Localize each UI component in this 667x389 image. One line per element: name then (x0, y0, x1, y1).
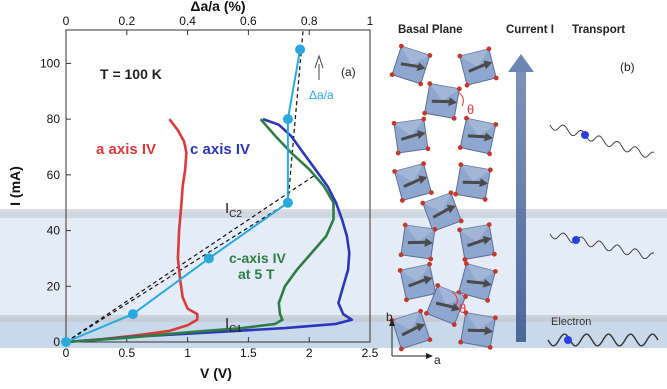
octahedron-unit (453, 162, 493, 202)
lattice-axes-icon (389, 319, 433, 359)
theta-label-top: θ (467, 102, 474, 117)
y-tick-label: 40 (47, 224, 61, 238)
header-transport: Transport (572, 24, 625, 36)
fit-lines (65, 29, 316, 343)
x-axis-ticks: 0 0.5 1 1.5 2 2.5 (63, 337, 379, 360)
octahedron-unit (420, 190, 464, 234)
delta-point (282, 114, 293, 125)
panel-a-chart: 0 0.5 1 1.5 2 2.5 0 0.2 0.4 0.6 0.8 1 0 20 40 60 80 100… (7, 0, 379, 381)
delta-point (127, 309, 138, 320)
series-line-2 (65, 118, 335, 344)
octahedron-unit (422, 81, 462, 121)
top-axis-label: Δa/a (%) (190, 0, 245, 14)
y-axis-ticks: 0 20 40 60 80 100 (40, 56, 71, 349)
delta-point (61, 337, 71, 347)
delta-arrow-icon (314, 54, 324, 80)
current-arrow-icon (508, 54, 534, 342)
theta-arc-top (457, 91, 464, 107)
c-axis-5t-label-line2: at 5 T (238, 266, 275, 282)
header-basal-plane: Basal Plane (398, 24, 463, 36)
electron-waves (547, 124, 659, 347)
theta-label-bottom: θ (459, 301, 466, 316)
top-axis-ticks: 0 0.2 0.4 0.6 0.8 1 (63, 14, 374, 35)
electron-label: Electron (551, 316, 591, 328)
panel-a-label: (a) (341, 65, 356, 79)
delta-curve-label: Δa/a (309, 88, 334, 102)
octahedron-unit (456, 261, 498, 303)
x-axis-label: V (V) (200, 365, 232, 381)
ic1-label: IC1 (225, 315, 242, 335)
series-line-1 (65, 117, 354, 344)
delta-point (282, 197, 293, 208)
octahedron-unit (398, 222, 438, 262)
top-tick-label: 0.6 (240, 14, 257, 28)
x-tick-label: 2.5 (362, 346, 379, 360)
x-tick-label: 2 (306, 346, 313, 360)
electron-wave (549, 124, 655, 158)
electron-wave (547, 333, 659, 347)
fit-line (65, 202, 289, 343)
axis-a-label: a (434, 353, 441, 367)
plot-frame (65, 29, 371, 343)
series-line-0 (65, 118, 199, 344)
theta-arc-bottom (451, 291, 458, 307)
header-current: Current I (506, 24, 554, 36)
series-line-3 (65, 49, 302, 343)
y-tick-label: 60 (47, 168, 61, 182)
octahedra-chain (389, 43, 499, 352)
temperature-annotation: T = 100 K (100, 66, 162, 82)
octahedron-unit (424, 283, 468, 327)
octahedron-unit (458, 310, 498, 350)
x-tick-label: 1.5 (240, 346, 257, 360)
fit-line (287, 29, 304, 203)
electron-dot (564, 336, 572, 344)
octahedron-unit (457, 115, 499, 157)
y-tick-label: 20 (47, 279, 61, 293)
delta-markers (61, 44, 306, 347)
top-tick-label: 0.4 (179, 14, 196, 28)
x-tick-label: 1 (184, 346, 191, 360)
y-tick-label: 0 (53, 335, 60, 349)
y-axis-label: I (mA) (7, 166, 23, 206)
y-tick-label: 100 (40, 56, 60, 70)
electron-dot (572, 236, 580, 244)
electron-dot (581, 131, 589, 139)
c-axis-5t-label-line1: c-axis IV (229, 250, 286, 266)
delta-point (295, 44, 306, 55)
octahedron-unit (397, 261, 439, 303)
top-tick-label: 1 (367, 14, 374, 28)
c-axis-curve-label: c axis IV (190, 141, 250, 158)
electron-wave (549, 232, 655, 260)
top-tick-label: 0 (63, 14, 70, 28)
ic2-label: IC2 (225, 200, 242, 220)
panel-b-schematic: Basal Plane Current I Transport (b) b a … (386, 24, 659, 367)
octahedron-unit (392, 161, 434, 203)
octahedron-unit (457, 222, 497, 262)
top-tick-label: 0.2 (118, 14, 135, 28)
delta-point (203, 253, 214, 264)
octahedron-unit (389, 43, 433, 87)
a-axis-curve-label: a axis IV (96, 141, 156, 158)
x-tick-label: 0.5 (118, 346, 135, 360)
octahedron-unit (391, 116, 431, 156)
series-lines (65, 49, 354, 344)
octahedron-unit (389, 308, 433, 352)
y-tick-label: 80 (47, 112, 61, 126)
axis-b-label: b (386, 310, 393, 324)
fit-line (65, 174, 316, 343)
octahedron-unit (457, 46, 499, 88)
top-tick-label: 0.8 (301, 14, 318, 28)
x-tick-label: 0 (63, 346, 70, 360)
panel-b-label: (b) (620, 60, 635, 74)
